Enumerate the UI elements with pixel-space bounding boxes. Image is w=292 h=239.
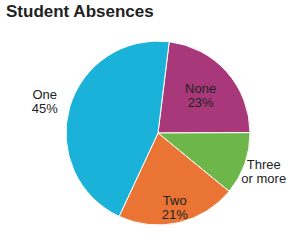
- svg-text:Threeor more: Threeor more: [241, 156, 284, 185]
- svg-text:Two21%: Two21%: [162, 192, 188, 221]
- svg-text:None23%: None23%: [185, 81, 216, 110]
- svg-text:One45%: One45%: [32, 86, 58, 115]
- html-text:Student Absences: Student Absences: [6, 2, 154, 21]
